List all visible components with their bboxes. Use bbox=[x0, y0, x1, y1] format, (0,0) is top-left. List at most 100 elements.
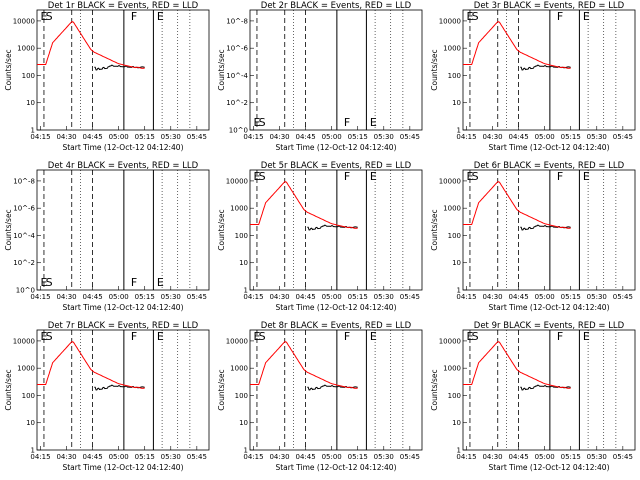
x-tick-label: 05:15 bbox=[348, 453, 368, 461]
marker-label: F bbox=[557, 10, 563, 23]
x-tick-label: 05:45 bbox=[400, 133, 420, 141]
plot-title: Det 1r BLACK = Events, RED = LLD bbox=[48, 1, 199, 11]
y-tick-label: 10 bbox=[26, 99, 35, 107]
series-lld-line bbox=[250, 341, 358, 389]
x-tick-label: 05:00 bbox=[535, 453, 555, 461]
marker-label: S bbox=[259, 330, 266, 343]
marker-label: S bbox=[472, 330, 479, 343]
y-tick-label: 1000 bbox=[443, 205, 461, 213]
x-tick-label: 04:45 bbox=[83, 133, 103, 141]
series-lld-line bbox=[463, 181, 571, 229]
x-axis-label: Start Time (12-Oct-12 04:12:40) bbox=[62, 463, 183, 472]
marker-label: E bbox=[40, 330, 47, 343]
marker-label: E bbox=[370, 330, 377, 343]
x-tick-label: 05:00 bbox=[109, 133, 129, 141]
y-tick-label: 100 bbox=[235, 232, 248, 240]
x-tick-label: 05:15 bbox=[135, 453, 155, 461]
marker-label: E bbox=[583, 330, 590, 343]
marker-label: E bbox=[253, 116, 260, 129]
panel-det-7r: Det 7r BLACK = Events, RED = LLD Counts/s… bbox=[4, 321, 210, 472]
marker-label: E bbox=[40, 10, 47, 23]
plot-title: Det 6r BLACK = Events, RED = LLD bbox=[474, 161, 625, 171]
x-tick-label: 04:30 bbox=[269, 293, 289, 301]
x-tick-label: 05:45 bbox=[187, 133, 207, 141]
x-tick-label: 04:30 bbox=[482, 133, 502, 141]
panel-det-8r: Det 8r BLACK = Events, RED = LLD Counts/s… bbox=[217, 321, 423, 472]
y-tick-label: 10^-8 bbox=[226, 17, 248, 25]
y-axis-label: Counts/sec bbox=[217, 49, 226, 90]
marker-label: S bbox=[46, 10, 53, 23]
marker-label: F bbox=[557, 170, 563, 183]
x-tick-label: 04:45 bbox=[83, 453, 103, 461]
marker-label: S bbox=[472, 10, 479, 23]
marker-label: S bbox=[46, 276, 53, 289]
x-tick-label: 05:45 bbox=[400, 453, 420, 461]
series-lld-line bbox=[250, 181, 358, 229]
marker-label: E bbox=[583, 10, 590, 23]
y-tick-label: 10 bbox=[26, 419, 35, 427]
panel-det-1r: Det 1r BLACK = Events, RED = LLD Counts/s… bbox=[4, 1, 210, 152]
y-tick-label: 1 bbox=[31, 447, 35, 455]
plot-title: Det 3r BLACK = Events, RED = LLD bbox=[474, 1, 625, 11]
y-tick-label: 10^-8 bbox=[13, 177, 35, 185]
x-tick-label: 05:00 bbox=[322, 453, 342, 461]
x-axis-label: Start Time (12-Oct-12 04:12:40) bbox=[488, 303, 609, 312]
x-tick-label: 05:00 bbox=[109, 453, 129, 461]
y-axis-label: Counts/sec bbox=[430, 49, 439, 90]
x-tick-label: 05:00 bbox=[535, 133, 555, 141]
y-tick-label: 10^-4 bbox=[13, 232, 35, 240]
x-tick-label: 05:30 bbox=[161, 293, 181, 301]
x-tick-label: 04:45 bbox=[509, 453, 529, 461]
x-tick-label: 05:00 bbox=[322, 133, 342, 141]
marker-label: S bbox=[259, 170, 266, 183]
y-tick-label: 1 bbox=[457, 447, 461, 455]
marker-label: S bbox=[259, 116, 266, 129]
x-tick-label: 04:30 bbox=[269, 453, 289, 461]
y-tick-label: 100 bbox=[448, 232, 461, 240]
x-tick-label: 04:45 bbox=[509, 133, 529, 141]
x-axis-label: Start Time (12-Oct-12 04:12:40) bbox=[62, 303, 183, 312]
marker-label: F bbox=[131, 276, 137, 289]
x-axis-label: Start Time (12-Oct-12 04:12:40) bbox=[275, 463, 396, 472]
y-axis-label: Counts/sec bbox=[217, 369, 226, 410]
panel-det-4r: Det 4r BLACK = Events, RED = LLD Counts/s… bbox=[4, 161, 210, 312]
x-tick-label: 04:30 bbox=[56, 293, 76, 301]
y-axis-label: Counts/sec bbox=[217, 209, 226, 250]
x-tick-label: 04:30 bbox=[56, 453, 76, 461]
series-lld-line bbox=[37, 341, 145, 389]
x-tick-label: 04:30 bbox=[269, 133, 289, 141]
x-tick-label: 05:30 bbox=[587, 293, 607, 301]
plot-title: Det 7r BLACK = Events, RED = LLD bbox=[48, 321, 199, 331]
marker-label: E bbox=[157, 330, 164, 343]
panel-det-3r: Det 3r BLACK = Events, RED = LLD Counts/s… bbox=[430, 1, 636, 152]
marker-label: E bbox=[253, 170, 260, 183]
x-tick-label: 04:15 bbox=[30, 133, 50, 141]
y-tick-label: 10 bbox=[239, 419, 248, 427]
marker-label: F bbox=[344, 330, 350, 343]
y-tick-label: 10000 bbox=[13, 17, 35, 25]
plot-frame bbox=[36, 329, 210, 451]
x-tick-label: 05:30 bbox=[587, 453, 607, 461]
y-tick-label: 100 bbox=[448, 72, 461, 80]
x-tick-label: 05:45 bbox=[400, 293, 420, 301]
y-tick-label: 10000 bbox=[439, 177, 461, 185]
y-axis-label: Counts/sec bbox=[430, 209, 439, 250]
marker-label: E bbox=[370, 170, 377, 183]
y-tick-label: 100 bbox=[448, 392, 461, 400]
plot-title: Det 8r BLACK = Events, RED = LLD bbox=[261, 321, 412, 331]
marker-label: S bbox=[472, 170, 479, 183]
marker-label: E bbox=[466, 170, 473, 183]
x-tick-label: 04:45 bbox=[83, 293, 103, 301]
x-tick-label: 04:15 bbox=[243, 293, 263, 301]
y-tick-label: 10000 bbox=[439, 17, 461, 25]
plot-frame bbox=[249, 329, 423, 451]
y-tick-label: 1000 bbox=[443, 45, 461, 53]
x-tick-label: 04:45 bbox=[296, 293, 316, 301]
panel-det-2r: Det 2r BLACK = Events, RED = LLD Counts/s… bbox=[217, 1, 423, 152]
x-tick-label: 04:15 bbox=[243, 133, 263, 141]
marker-label: S bbox=[46, 330, 53, 343]
x-axis-label: Start Time (12-Oct-12 04:12:40) bbox=[488, 463, 609, 472]
x-tick-label: 04:15 bbox=[30, 453, 50, 461]
x-tick-label: 05:15 bbox=[561, 133, 581, 141]
y-tick-label: 10^-4 bbox=[226, 72, 248, 80]
